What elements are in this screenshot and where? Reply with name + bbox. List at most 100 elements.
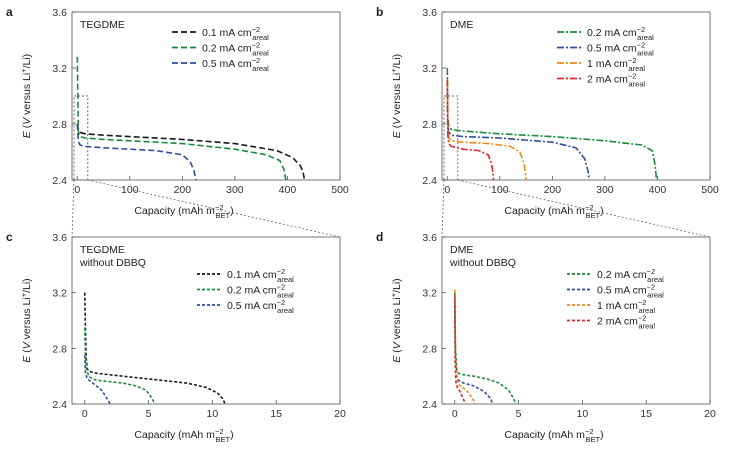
legend-label: 0.5 mA cm−2 areal — [597, 283, 664, 300]
series-line-3 — [84, 355, 111, 404]
x-axis-title: Capacity (mAh m−2 BET) — [504, 203, 603, 220]
x-tick-label: 15 — [270, 408, 282, 420]
x-tick-label: 100 — [491, 184, 509, 196]
x-tick-label: 400 — [279, 184, 297, 196]
zoom-connector — [441, 179, 445, 238]
y-tick-label: 3.6 — [422, 232, 437, 244]
x-tick-label: 200 — [544, 184, 562, 196]
series-line-3 — [76, 123, 197, 180]
series-group — [446, 67, 658, 180]
x-tick-label: 0 — [82, 408, 88, 420]
panel-title: TEGDME — [80, 244, 125, 256]
x-axis-title: Capacity (mAh m−2 BET) — [134, 203, 233, 220]
legend-label: 0.2 mA cm−2 areal — [227, 283, 294, 300]
y-tick-label: 2.8 — [422, 119, 437, 131]
series-line-1 — [446, 67, 658, 180]
y-axis-title: E (V versus Li+/Li) — [19, 54, 33, 138]
zoom-connector — [457, 179, 711, 238]
y-tick-label: 2.8 — [52, 343, 67, 355]
legend-label: 0.5 mA cm−2 areal — [227, 298, 294, 315]
x-tick-label: 400 — [649, 184, 667, 196]
x-tick-label: 0 — [74, 184, 80, 196]
y-axis-title: E (V versus Li+/Li) — [389, 54, 403, 138]
panel-letter: b — [376, 5, 383, 19]
series-line-1 — [76, 123, 306, 180]
x-tick-label: 100 — [121, 184, 139, 196]
y-tick-label: 2.4 — [422, 175, 437, 187]
legend-label: 0.1 mA cm−2 areal — [227, 267, 294, 284]
legend-label: 1 mA cm−2 areal — [597, 298, 655, 315]
plot-frame — [441, 236, 711, 405]
plot-frame — [71, 11, 341, 181]
y-tick-label: 3.2 — [52, 63, 67, 75]
y-tick-label: 2.4 — [52, 399, 67, 411]
y-tick-label: 3.2 — [422, 63, 437, 75]
zoom-connectors — [71, 179, 711, 238]
x-tick-label: 20 — [704, 408, 716, 420]
y-tick-label: 3.2 — [422, 288, 437, 300]
y-tick-label: 3.2 — [52, 288, 67, 300]
legend-label: 2 mA cm−2 areal — [587, 72, 645, 89]
plot-frame — [71, 236, 341, 405]
series-line-1 — [84, 292, 226, 404]
series-group — [453, 289, 517, 404]
zoom-connector — [87, 179, 341, 238]
panel-d: 0 5 10 15 20 2.4 2.8 3.2 3.6 d E (V versus Li+/Li)… — [376, 230, 716, 444]
y-tick-label: 2.8 — [52, 119, 67, 131]
legend-label: 2 mA cm−2 areal — [597, 314, 655, 331]
x-tick-label: 10 — [577, 408, 589, 420]
panel-a: 0 100 200 300 400 500 2.4 2.8 3.2 3.6 a E (V versus… — [6, 5, 349, 220]
x-tick-label: 200 — [174, 184, 192, 196]
panel-title: TEGDME — [80, 19, 125, 31]
series-group — [76, 56, 306, 180]
legend-label: 0.5 mA cm−2 areal — [202, 56, 269, 73]
panel-c: 0 5 10 15 20 2.4 2.8 3.2 3.6 c E (V versus Li+/Li)… — [6, 230, 346, 444]
panel-title: DME — [450, 19, 473, 31]
series-line-2 — [76, 56, 287, 180]
series-group — [84, 292, 226, 404]
zoom-box — [73, 95, 89, 181]
x-tick-label: 10 — [207, 408, 219, 420]
zoom-connector — [71, 179, 75, 238]
legend-label: 0.2 mA cm−2 areal — [202, 41, 269, 58]
series-line-2 — [446, 88, 590, 180]
series-line-1 — [454, 292, 517, 404]
x-axis-title: Capacity (mAh m−2 BET) — [504, 427, 603, 444]
panel-letter: c — [6, 230, 13, 244]
y-tick-label: 2.4 — [422, 399, 437, 411]
legend-label: 0.2 mA cm−2 areal — [597, 267, 664, 284]
legend-label: 0.5 mA cm−2 areal — [587, 41, 654, 58]
legend-label: 0.1 mA cm−2 areal — [202, 25, 269, 42]
y-tick-label: 2.4 — [52, 175, 67, 187]
x-tick-label: 300 — [226, 184, 244, 196]
series-line-4 — [453, 295, 466, 404]
y-axis-title: E (V versus Li+/Li) — [389, 278, 403, 362]
y-tick-label: 2.8 — [422, 343, 437, 355]
x-tick-label: 500 — [701, 184, 719, 196]
y-tick-label: 3.6 — [422, 7, 437, 19]
plot-frame — [441, 11, 711, 181]
panel-subtitle: without DBBQ — [449, 257, 516, 269]
panel-b: 0 100 200 300 400 500 2.4 2.8 3.2 3.6 b E (V versus… — [376, 5, 719, 220]
x-tick-label: 5 — [146, 408, 152, 420]
x-tick-label: 5 — [516, 408, 522, 420]
panel-letter: d — [376, 230, 383, 244]
zoom-box — [443, 95, 459, 181]
x-tick-label: 15 — [640, 408, 652, 420]
series-line-2 — [454, 299, 494, 404]
x-tick-label: 0 — [452, 408, 458, 420]
x-axis-title: Capacity (mAh m−2 BET) — [134, 427, 233, 444]
panel-letter: a — [6, 5, 13, 19]
series-line-3 — [454, 289, 476, 404]
series-line-2 — [84, 327, 156, 404]
x-tick-label: 20 — [334, 408, 346, 420]
y-tick-label: 3.6 — [52, 7, 67, 19]
panel-subtitle: without DBBQ — [79, 257, 146, 269]
series-line-4 — [446, 79, 495, 180]
x-tick-label: 500 — [331, 184, 349, 196]
